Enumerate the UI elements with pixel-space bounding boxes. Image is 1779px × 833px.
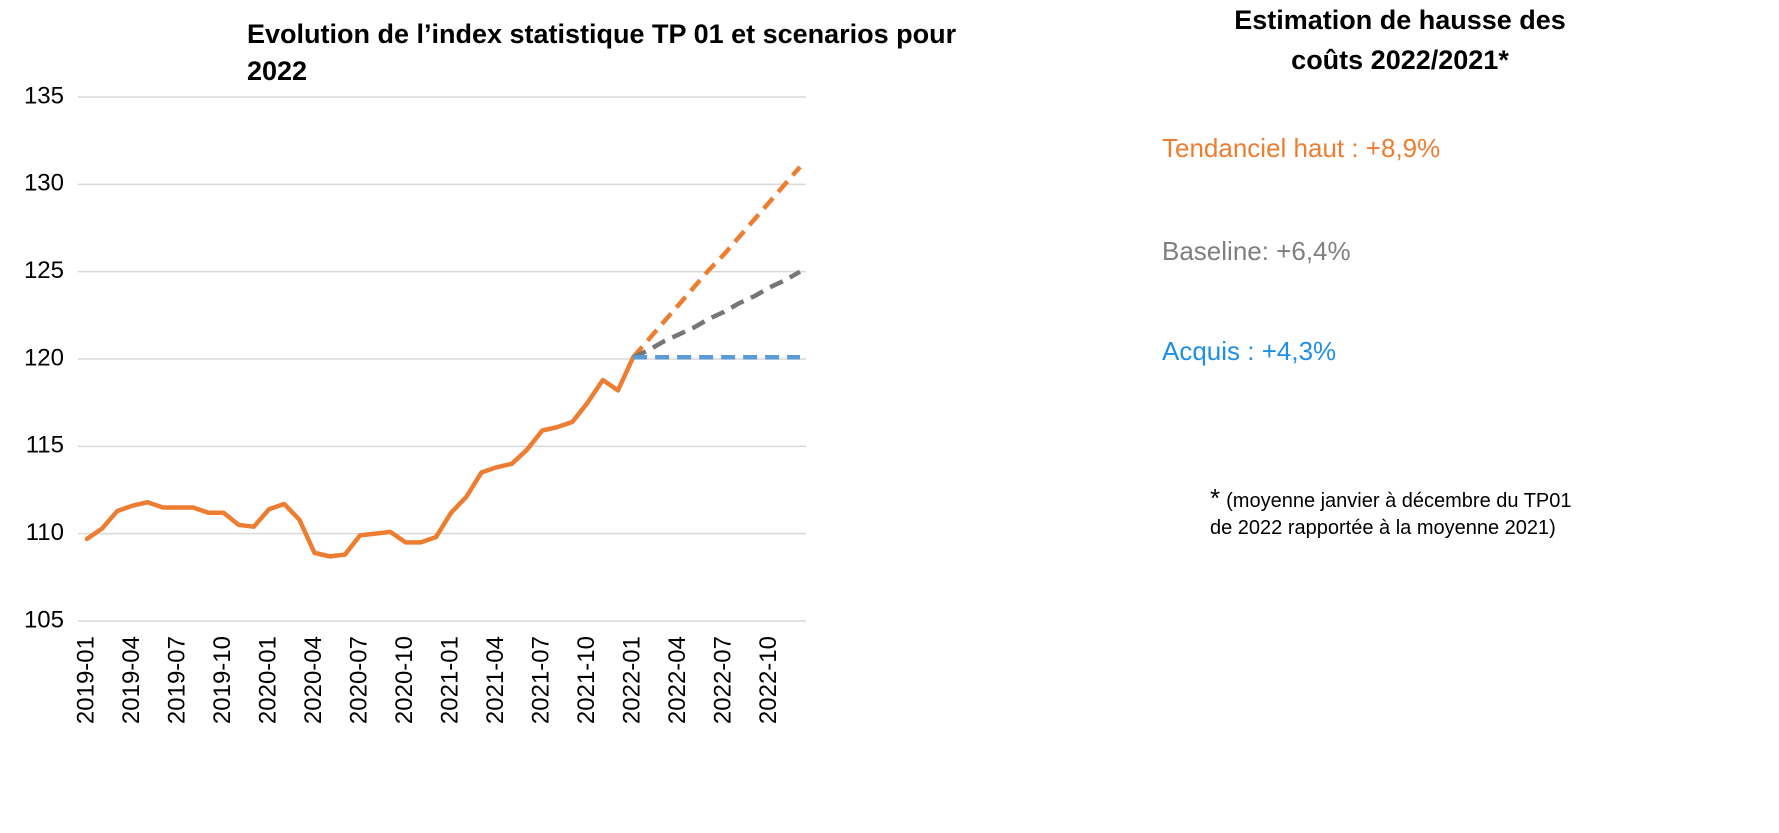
line-series: [84, 355, 636, 559]
annotation: Acquis : +4,3%: [1162, 336, 1337, 366]
y-tick-label: 135: [24, 82, 64, 109]
x-tick-label: 2022-04: [664, 636, 691, 724]
y-tick-label: 110: [26, 519, 64, 546]
y-tick-label: 130: [24, 170, 64, 197]
footnote: * (moyenne janvier à décembre du TP01 de …: [1210, 485, 1580, 542]
annotation: Tendanciel haut : +8,9%: [1162, 133, 1441, 163]
x-tick-label: 2019-07: [163, 636, 190, 724]
y-tick-label: 125: [24, 257, 64, 284]
y-tick-label: 115: [26, 432, 64, 459]
y-tick-label: 120: [24, 344, 64, 371]
x-tick-label: 2022-10: [755, 636, 782, 724]
chart-title: Evolution de l’index statistique TP 01 e…: [247, 19, 957, 86]
x-tick-label: 2019-04: [118, 636, 145, 724]
side-title: Estimation de hausse des coûts 2022/2021…: [1234, 5, 1566, 75]
x-tick-label: 2020-10: [391, 636, 418, 724]
footnote-mark: *: [1210, 483, 1221, 513]
x-tick-label: 2021-07: [527, 636, 554, 724]
x-tick-label: 2022-07: [709, 636, 736, 724]
annotation: Baseline: +6,4%: [1162, 236, 1351, 266]
y-tick-label: 105: [24, 606, 64, 633]
x-tick-label: 2019-10: [209, 636, 236, 724]
x-tick-label: 2021-04: [482, 636, 509, 724]
x-tick-label: 2022-01: [618, 636, 645, 724]
footnote-text: (moyenne janvier à décembre du TP01 de 2…: [1210, 490, 1572, 539]
x-tick-label: 2020-07: [345, 636, 372, 724]
x-tick-label: 2021-10: [573, 636, 600, 724]
x-tick-label: 2020-04: [300, 636, 327, 724]
line-series: [632, 269, 802, 360]
line-series: [631, 165, 802, 359]
x-tick-label: 2019-01: [72, 636, 99, 724]
x-tick-label: 2021-01: [436, 636, 463, 724]
x-tick-label: 2020-01: [254, 636, 281, 724]
